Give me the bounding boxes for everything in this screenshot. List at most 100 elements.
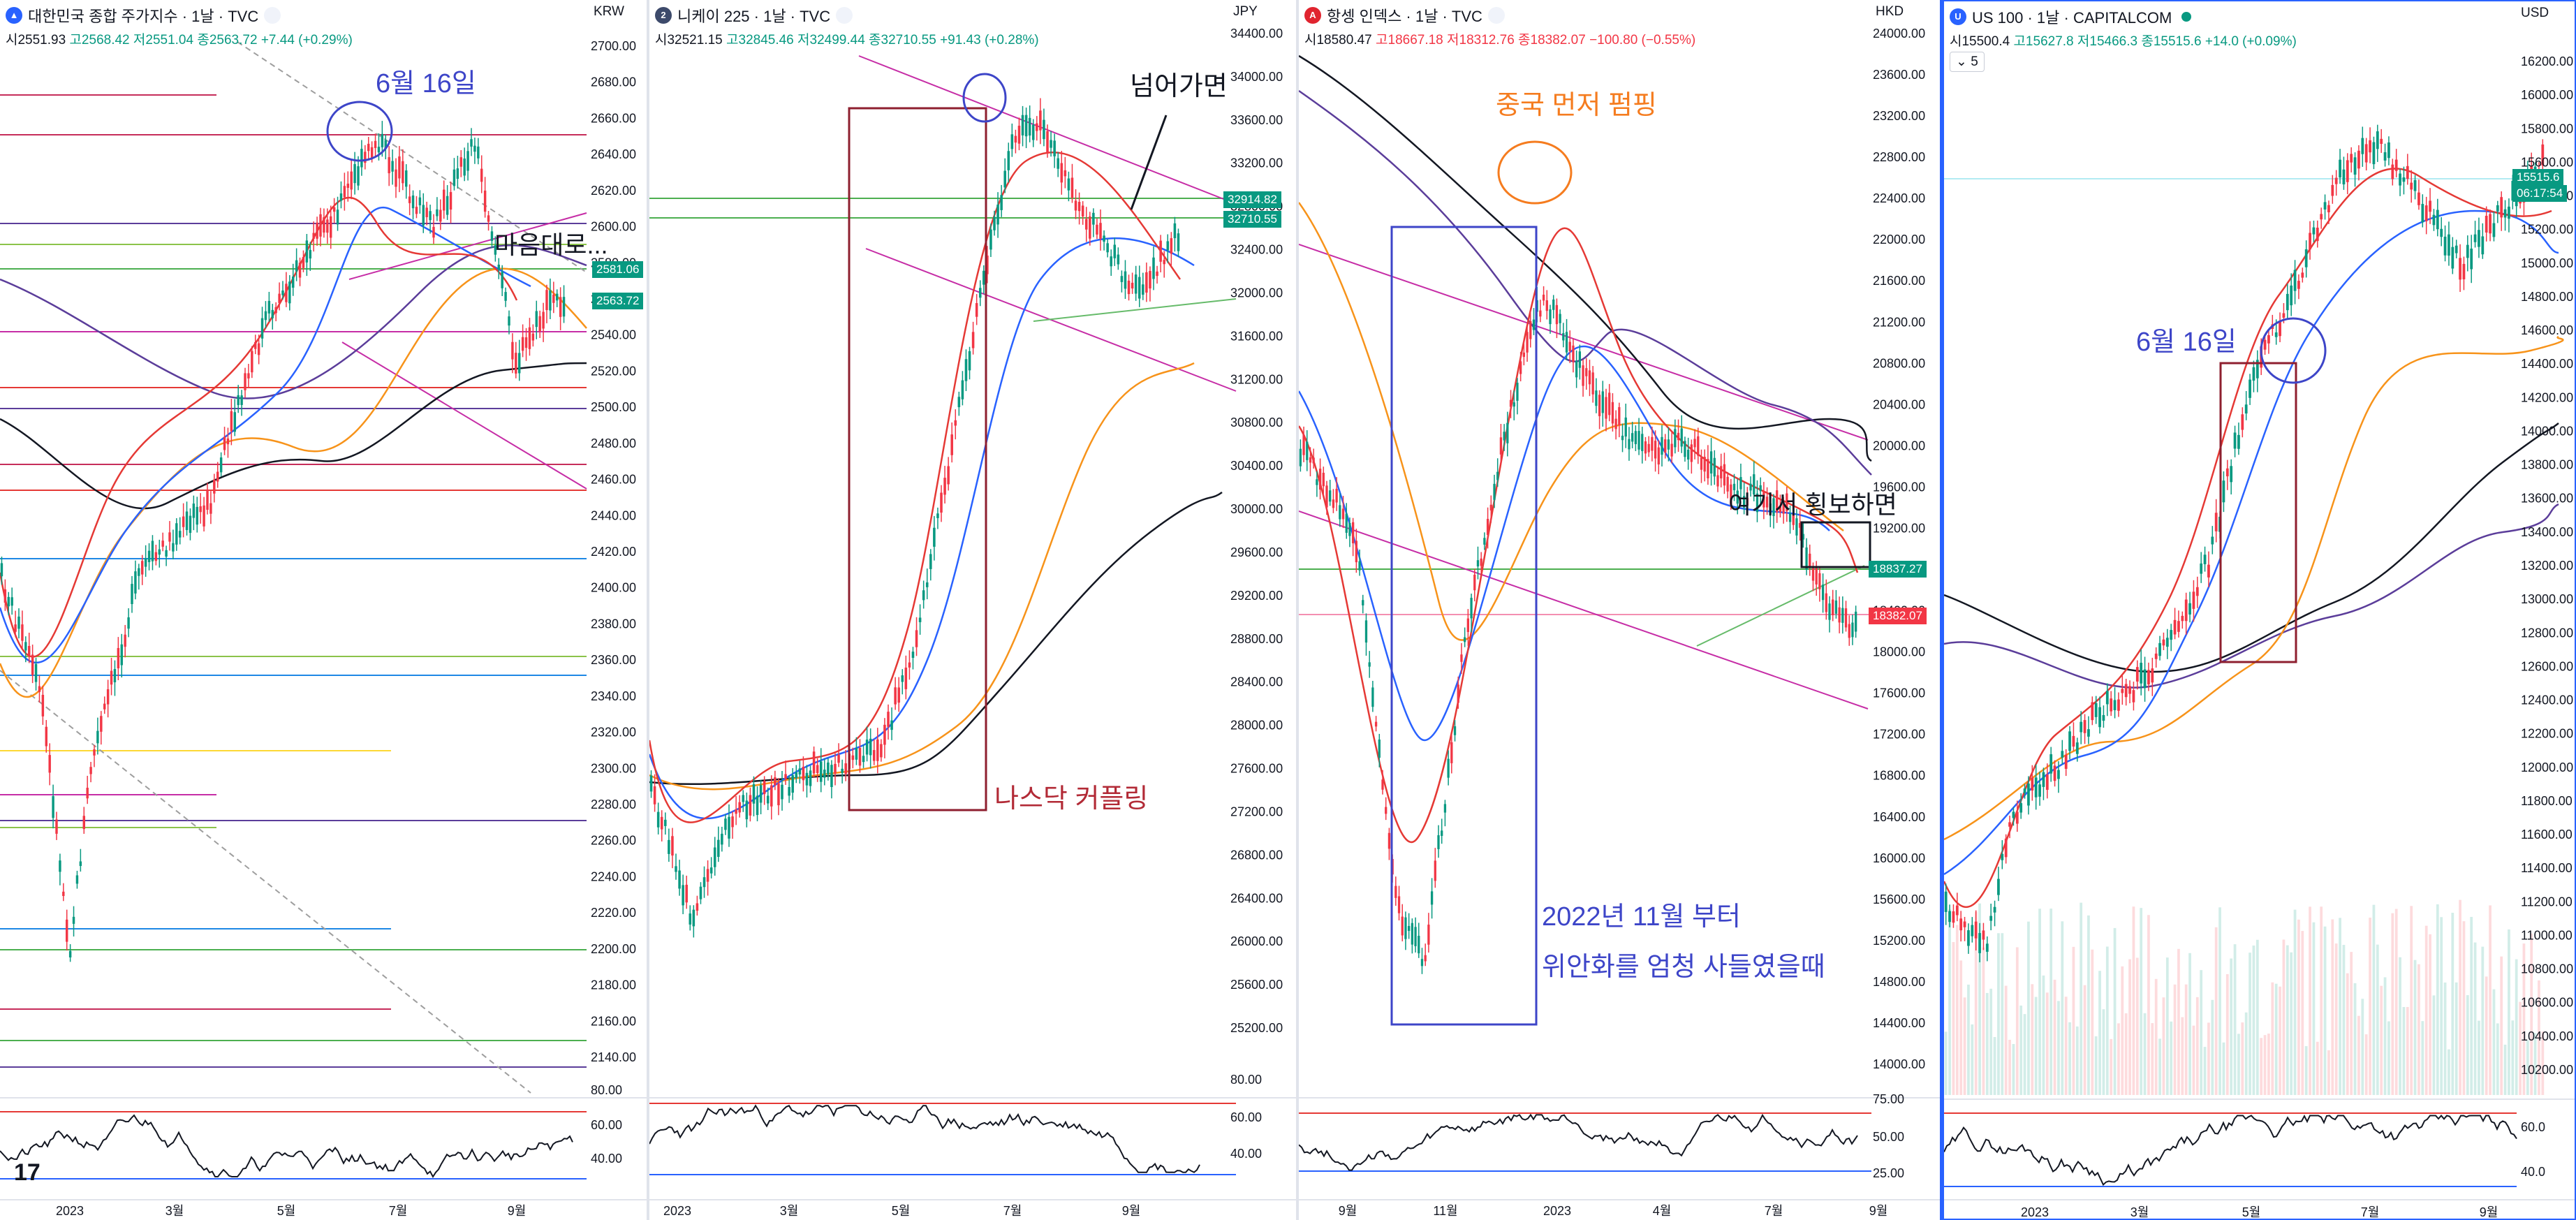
us100-title[interactable]: US 100 · 1날 · CAPITALCOM — [1972, 9, 2172, 27]
candle-body — [2008, 822, 2011, 827]
us100-currency[interactable]: USD — [2521, 6, 2549, 20]
us100-header[interactable]: U US 100 · 1날 · CAPITALCOM — [1950, 6, 2192, 28]
volume-bar — [1985, 992, 1989, 1095]
candle-body — [1529, 321, 1532, 339]
candle-body — [425, 207, 428, 218]
tradingview-logo-icon[interactable]: 17 — [14, 1159, 41, 1186]
panel-nikkei[interactable]: 넘어가면 나스닥 커플링 34400.00 34000.00 33600.00 332… — [649, 0, 1296, 1220]
kospi-more-icon[interactable] — [264, 7, 281, 24]
hsi-annotation-since: 2022년 11월 부터 — [1542, 902, 1741, 932]
volume-bar — [2279, 986, 2281, 1095]
volume-bar — [2286, 945, 2289, 1095]
candle-body — [894, 687, 897, 705]
kospi-price-axis[interactable]: 2700.00 2680.00 2660.00 2640.00 2620.00 2600.… — [56, 39, 636, 1218]
nikkei-currency[interactable]: JPY — [1233, 4, 1258, 19]
candle-body — [172, 543, 175, 552]
hsi-annotation-rect — [1800, 521, 1871, 568]
candle-body — [795, 772, 798, 779]
price-axis-label: 15800.00 — [2521, 122, 2573, 135]
volume-bar — [2244, 1012, 2248, 1095]
candle-body — [1834, 600, 1838, 614]
candle-body — [1684, 441, 1686, 457]
hsi-price-axis[interactable]: 24000.00 23600.00 23200.00 22800.00 22400.00… — [1339, 27, 1925, 1218]
kospi-chart-svg[interactable]: 6월 16일 마음대로... 2700.00 2680.00 2660.00 2640… — [0, 0, 647, 1220]
hsi-title[interactable]: 항셍 인덱스 · 1날 · TVC — [1327, 8, 1482, 25]
price-axis-label: 10600.00 — [2521, 996, 2573, 1010]
volume-bar — [2260, 1038, 2263, 1095]
panel-kospi[interactable]: 6월 16일 마음대로... 2700.00 2680.00 2660.00 2640… — [0, 0, 647, 1220]
candle-body — [2473, 234, 2477, 242]
candle-body — [2282, 313, 2286, 318]
kospi-low: 저2551.04 — [133, 33, 194, 47]
candle-body — [1782, 504, 1785, 514]
candle-body — [1608, 392, 1611, 416]
candle-body — [2466, 244, 2469, 258]
candle-body — [1134, 274, 1138, 294]
candle-body — [1739, 477, 1742, 490]
candle-body — [2173, 619, 2177, 635]
price-axis-label: 2260.00 — [591, 834, 636, 848]
price-axis-label: 14000.00 — [1873, 1057, 1925, 1071]
volume-bar — [2533, 1033, 2537, 1095]
nikkei-header[interactable]: 2 니케이 225 · 1날 · TVC — [655, 4, 853, 27]
candle-body — [1159, 240, 1162, 262]
candle-body — [1010, 134, 1014, 149]
hsi-currency[interactable]: HKD — [1876, 4, 1904, 19]
candle-body — [267, 300, 271, 314]
hsi-more-icon[interactable] — [1487, 7, 1505, 24]
hsi-chart-svg[interactable]: 중국 먼저 펌핑 여기서 횡보하면 2022년 11월 부터 위안화를 엄청 사… — [1299, 0, 1940, 1220]
indicators-toggle-button[interactable]: ⌄ 5 — [1950, 52, 1985, 72]
candle-body — [330, 216, 332, 238]
kospi-currency[interactable]: KRW — [594, 4, 624, 19]
candle-body — [82, 816, 85, 830]
us100-volume-bars — [1944, 899, 2545, 1095]
volume-bar — [2331, 919, 2334, 1095]
candle-body — [3, 589, 7, 603]
kospi-header[interactable]: ▲ 대한민국 종합 주가지수 · 1날 · TVC — [6, 4, 281, 27]
panel-separator-3[interactable] — [1940, 0, 1943, 1220]
hsi-annotation-pump: 중국 먼저 펌핑 — [1496, 91, 1657, 120]
candle-body — [2454, 245, 2458, 253]
price-axis-label: 14000.00 — [2521, 424, 2573, 438]
time-axis-label: 2023 — [1543, 1204, 1571, 1218]
volume-bar — [1978, 903, 1981, 1095]
candle-body — [2031, 777, 2034, 791]
candle-body — [2188, 603, 2191, 615]
candle-body — [244, 373, 246, 390]
kospi-title[interactable]: 대한민국 종합 주가지수 · 1날 · TVC — [28, 8, 259, 25]
hsi-change: −100.80 (−0.55%) — [1589, 33, 1696, 47]
candle-body — [1756, 493, 1759, 513]
panel-us100[interactable]: 6월 16일 16200.00 16000.00 15800.00 15600.00 1… — [1943, 0, 2576, 1220]
candle-body — [2105, 691, 2109, 705]
hsi-header[interactable]: A 항셍 인덱스 · 1날 · TVC — [1304, 4, 1505, 27]
candle-body — [1516, 383, 1519, 401]
us100-chart-svg[interactable]: 6월 16일 16200.0016000.0015800.0015600.001… — [1944, 1, 2575, 1219]
panel-separator-1[interactable] — [647, 0, 649, 1220]
panel-hsi[interactable]: 중국 먼저 펌핑 여기서 횡보하면 2022년 11월 부터 위안화를 엄청 사… — [1299, 0, 1940, 1220]
candle-body — [305, 240, 309, 263]
candle-body — [151, 541, 154, 561]
candle-body — [1844, 608, 1848, 628]
candle-body — [742, 795, 745, 802]
volume-bar — [2459, 899, 2461, 1095]
volume-bar — [2230, 958, 2233, 1095]
candle-body — [418, 197, 422, 205]
candle-body — [353, 163, 356, 184]
candle-body — [950, 434, 953, 455]
candle-body — [1050, 140, 1052, 148]
candle-body — [24, 642, 27, 651]
volume-bar — [2087, 915, 2090, 1095]
nikkei-more-icon[interactable] — [836, 7, 853, 24]
nikkei-chart-svg[interactable]: 넘어가면 나스닥 커플링 34400.00 34000.00 33600.00 332… — [649, 0, 1296, 1220]
candle-body — [2462, 263, 2466, 279]
nikkei-annotation-coupling: 나스닥 커플링 — [994, 784, 1148, 814]
candle-body — [538, 316, 541, 332]
nikkei-price-axis[interactable]: 34400.0034000.0033600.0033200.0032800.00… — [663, 27, 1283, 1218]
price-axis-label: 2300.00 — [591, 761, 636, 775]
nikkei-title[interactable]: 니케이 225 · 1날 · TVC — [677, 8, 831, 25]
volume-bar — [2470, 916, 2473, 1095]
volume-bar — [2508, 929, 2510, 1095]
volume-bar — [2462, 921, 2466, 1095]
candle-body — [524, 337, 528, 348]
panel-separator-2[interactable] — [1296, 0, 1299, 1220]
